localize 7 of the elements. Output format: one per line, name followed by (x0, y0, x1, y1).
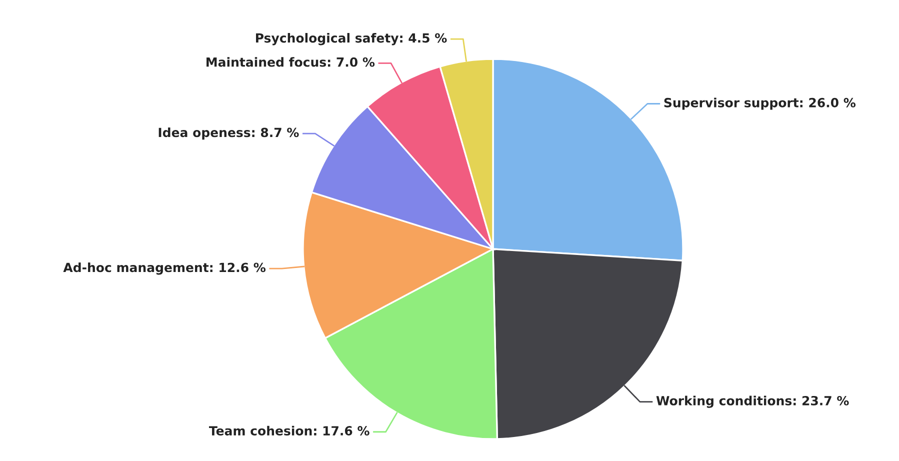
slice-label: Idea openess: 8.7 % (158, 127, 299, 140)
slice-label: Ad-hoc management: 12.6 % (63, 262, 266, 275)
slice-label: Team cohesion: 17.6 % (209, 426, 370, 436)
slice-label: Supervisor support: 26.0 % (664, 98, 856, 110)
slice-label: Working conditions: 23.7 % (656, 396, 849, 408)
slice-label: Psychological safety: 4.5 % (256, 33, 447, 46)
slice-label: Maintained focus: 7.0 % (206, 57, 375, 67)
